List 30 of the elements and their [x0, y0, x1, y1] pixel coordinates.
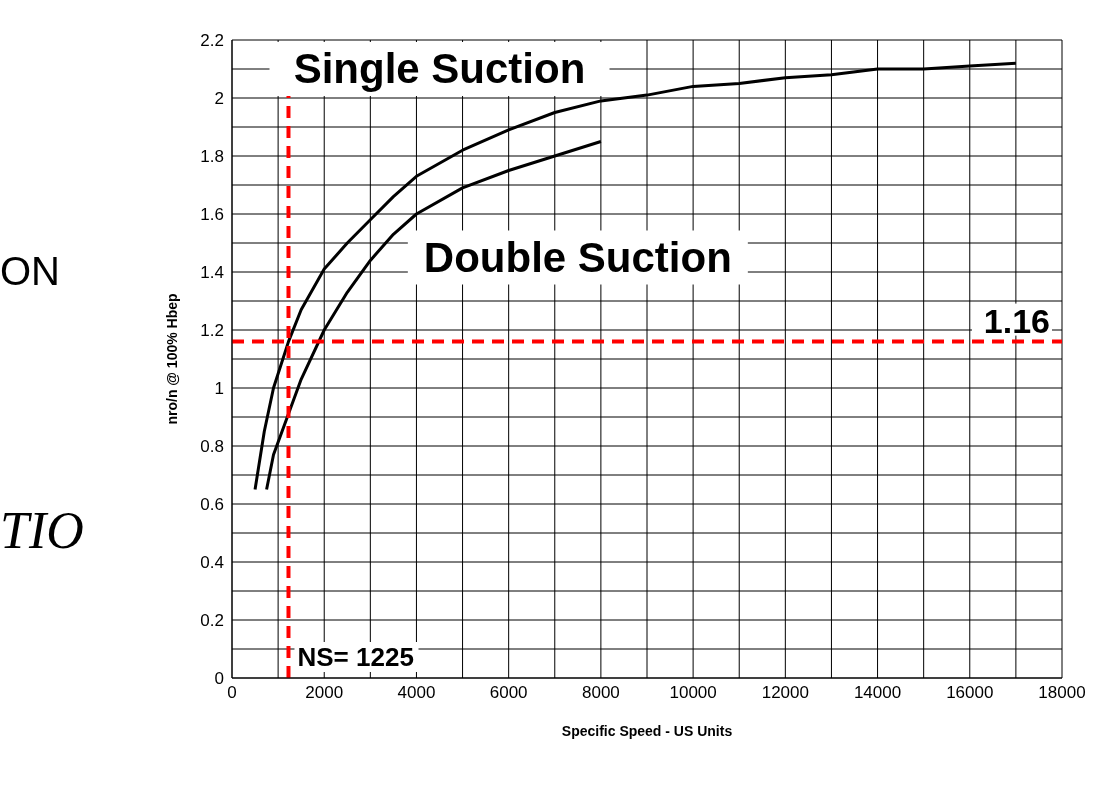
y-tick-label: 1.6: [200, 205, 224, 225]
y-tick-label: 1: [214, 379, 224, 399]
y-axis-title: nro/n @ 100% Hbep: [163, 293, 180, 425]
y-tick-label: 0.4: [200, 553, 224, 573]
x-axis-title: Specific Speed - US Units: [561, 723, 733, 739]
y-tick-label: 0.2: [200, 611, 224, 631]
x-tick-label: 16000: [946, 683, 994, 703]
x-tick-label: 0: [227, 683, 237, 703]
y-tick-label: 0.8: [200, 437, 224, 457]
x-tick-label: 8000: [581, 683, 620, 703]
text: ON: [0, 249, 60, 293]
x-tick-label: 2000: [305, 683, 344, 703]
y-tick-label: 0: [214, 669, 224, 689]
text: TIO: [0, 502, 84, 559]
series-label: Double Suction: [423, 233, 732, 281]
series-label: Single Suction: [293, 45, 586, 92]
ref-line-label: 1.16: [983, 301, 1050, 340]
y-tick-label: 0.6: [200, 495, 224, 515]
y-tick-label: 1.8: [200, 147, 224, 167]
y-tick-label: 1.4: [200, 263, 224, 283]
x-tick-label: 14000: [853, 683, 902, 703]
x-tick-label: 12000: [761, 683, 809, 703]
x-tick-label: 4000: [397, 683, 436, 703]
x-tick-label: 18000: [1038, 683, 1086, 703]
x-tick-label: 10000: [669, 683, 717, 703]
x-tick-label: 6000: [489, 683, 528, 703]
y-tick-label: 2: [214, 89, 224, 109]
y-tick-label: 1.2: [200, 321, 224, 341]
ref-line-label: NS= 1225: [297, 642, 414, 672]
y-tick-label: 2.2: [200, 31, 224, 51]
